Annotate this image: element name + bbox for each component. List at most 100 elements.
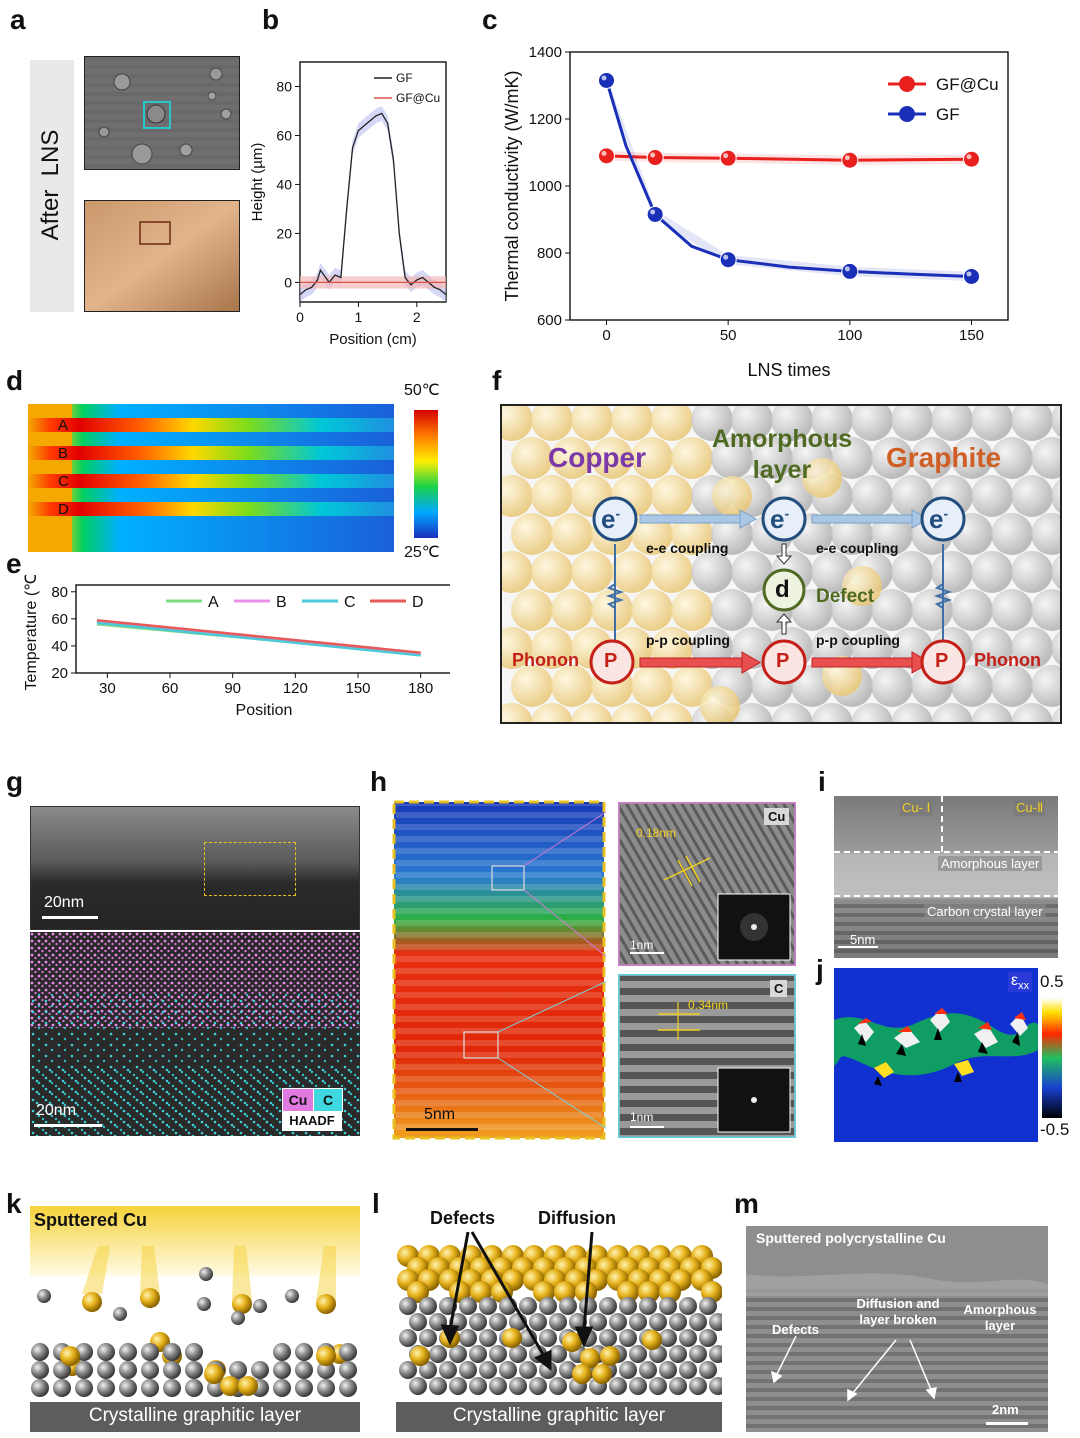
c-atom xyxy=(253,1299,267,1313)
series-line-GF xyxy=(299,112,447,296)
graphite-atom xyxy=(449,1377,467,1395)
e-symbol-copper: e- xyxy=(601,504,621,534)
graphite-atom xyxy=(429,1377,447,1395)
graphite-atom xyxy=(317,1379,335,1397)
e-e-arrows xyxy=(639,509,930,529)
carbon-atom xyxy=(891,406,933,441)
carbon-atom xyxy=(1051,630,1060,666)
y-tick-label: 1000 xyxy=(529,178,562,195)
copper-atom xyxy=(551,513,593,555)
data-point-highlight xyxy=(966,271,972,277)
data-point-highlight xyxy=(844,155,850,161)
defect-node xyxy=(762,568,806,612)
m-diffusion-label: Diffusion and layer broken xyxy=(856,1296,940,1327)
panel-f: Copper Amorphous layer Graphite e- e- e-… xyxy=(500,404,1062,724)
sputter-beam xyxy=(82,1246,110,1294)
cu-atom xyxy=(638,1281,660,1303)
after-lns-band xyxy=(30,60,74,312)
graphite-atom xyxy=(97,1379,115,1397)
pp-coupling-left: p-p coupling xyxy=(646,632,730,648)
m-amorphous-label: Amorphous layer xyxy=(963,1302,1037,1333)
graphite-atom xyxy=(669,1377,687,1395)
copper-atom xyxy=(531,703,573,722)
graphite-atom xyxy=(419,1361,437,1379)
defects-label: Defects xyxy=(430,1208,496,1228)
x-tick-label: 0 xyxy=(296,309,304,325)
cu-i-label: Cu- Ⅰ xyxy=(900,800,933,816)
carbon-atom xyxy=(1011,475,1053,517)
graphite-atom xyxy=(97,1343,115,1361)
panel-label-g: g xyxy=(6,766,24,797)
y-axis-label: Thermal conductivity (W/mK) xyxy=(502,70,522,301)
carbon-atom xyxy=(871,437,913,479)
legend-label: GF xyxy=(396,71,413,85)
graphite-atom xyxy=(185,1361,203,1379)
cu-atom xyxy=(232,1294,252,1314)
copper-atom xyxy=(671,437,713,479)
graphite-atom xyxy=(273,1379,291,1397)
graphite-atom xyxy=(539,1361,557,1379)
copper-atom xyxy=(502,627,533,669)
diffused-cu-atom xyxy=(592,1364,612,1384)
colorbar-min-label: 25℃ xyxy=(404,544,440,561)
graphite-atom xyxy=(459,1361,477,1379)
carbon-atom xyxy=(971,475,1013,517)
copper-atom xyxy=(651,551,693,593)
c-inset-scale: 1nm xyxy=(630,1110,654,1124)
carbon-atom xyxy=(1011,703,1053,722)
carbon-atom xyxy=(951,589,993,631)
eds-map xyxy=(30,932,360,1136)
graphite-atom xyxy=(649,1313,667,1331)
graphite-atom xyxy=(295,1379,313,1397)
diffused-cu-atom xyxy=(502,1328,522,1348)
m-title: Sputtered polycrystalline Cu xyxy=(756,1230,946,1246)
c-atom xyxy=(231,1311,245,1325)
data-point-GF@Cu xyxy=(598,147,615,165)
carbon-atom xyxy=(811,703,853,722)
scalebar-top-label: 20nm xyxy=(44,894,85,911)
ee-coupling-left: e-e coupling xyxy=(646,540,729,556)
carbon-atom xyxy=(1051,406,1060,438)
graphite-atom xyxy=(429,1345,447,1363)
graphite-atom xyxy=(659,1361,677,1379)
y-tick-label: 0 xyxy=(284,274,292,290)
m-tem-image xyxy=(746,1226,1048,1432)
sputter-beams xyxy=(82,1246,336,1302)
carbon-atom xyxy=(811,406,853,441)
graphite-atom xyxy=(689,1345,707,1363)
cu-atom xyxy=(82,1292,102,1312)
colorbar-max-label: 50℃ xyxy=(404,382,440,399)
carbon-atom xyxy=(1031,665,1060,707)
zoom-box xyxy=(204,842,296,896)
graphite-atom xyxy=(589,1313,607,1331)
legend-marker xyxy=(899,76,915,92)
legend-label: GF@Cu xyxy=(936,75,999,94)
panel-label-f: f xyxy=(492,365,502,396)
data-point-GF xyxy=(598,71,615,89)
data-point-highlight xyxy=(601,75,607,81)
c-atom xyxy=(197,1297,211,1311)
series-band-GF xyxy=(606,75,972,282)
graphite-atom xyxy=(629,1313,647,1331)
data-point-GF@Cu xyxy=(719,149,737,167)
l-base-label: Crystalline graphitic layer xyxy=(452,1405,666,1426)
panel-label-m: m xyxy=(734,1188,759,1219)
y-tick-label: 600 xyxy=(537,312,562,329)
diffusion-atoms xyxy=(397,1245,722,1395)
diffused-cu-atom xyxy=(572,1364,592,1384)
sputter-beam xyxy=(232,1246,252,1300)
carbon-atom xyxy=(731,703,773,722)
sputtered-cu-label: Sputtered Cu xyxy=(34,1210,148,1230)
copper-title: Copper xyxy=(548,442,646,473)
c-atom xyxy=(113,1307,127,1321)
graphite-atom xyxy=(479,1297,497,1315)
graphite-atom xyxy=(619,1329,637,1347)
graphite-atom xyxy=(295,1343,313,1361)
cu-atom xyxy=(407,1281,429,1303)
sputter-beam xyxy=(316,1246,336,1302)
graphite-atom xyxy=(185,1343,203,1361)
strain-map-h xyxy=(392,800,606,1140)
ee-coupling-right: e-e coupling xyxy=(816,540,899,556)
cu-atom xyxy=(60,1346,80,1366)
copper-atom xyxy=(502,703,533,722)
